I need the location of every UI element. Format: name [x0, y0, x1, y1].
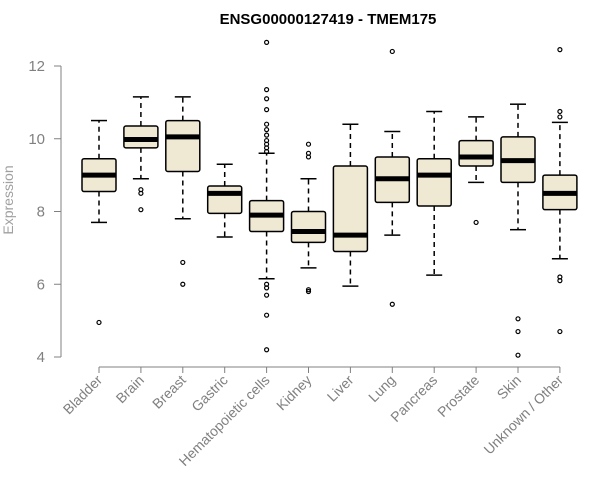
y-tick-label: 10	[28, 131, 45, 148]
box-group-lung	[374, 48, 411, 307]
outlier-point	[264, 148, 270, 155]
boxes	[81, 39, 578, 358]
outlier-point	[180, 281, 186, 287]
x-tick-label: Pancreas	[387, 372, 440, 425]
outlier-point	[264, 107, 270, 113]
y-axis-label: Expression	[0, 165, 16, 234]
y-axis: 4 6 8 10 12	[28, 58, 62, 366]
box-group-prostate	[458, 116, 494, 226]
box-group-kidney	[290, 141, 327, 295]
outlier-point	[264, 132, 270, 138]
x-tick-label: Breast	[149, 372, 189, 412]
outlier-point	[264, 39, 270, 45]
outlier-point	[96, 319, 102, 326]
outlier-point	[557, 328, 563, 335]
x-tick-label: Lung	[365, 372, 398, 405]
box	[416, 158, 452, 207]
box-group-liver	[332, 123, 369, 287]
outlier-point	[264, 347, 270, 353]
outlier-point	[515, 316, 521, 322]
x-tick-label: Brain	[113, 372, 147, 406]
box	[332, 165, 369, 253]
box	[165, 119, 201, 173]
x-tick-label: Kidney	[273, 372, 315, 414]
outlier-point	[138, 207, 144, 213]
box-group-gastric	[206, 163, 243, 238]
y-tick-label: 4	[37, 349, 45, 366]
y-tick-label: 12	[28, 58, 45, 75]
outlier-point	[557, 47, 563, 53]
outlier-point	[515, 328, 521, 335]
outlier-point	[138, 187, 144, 193]
outlier-point	[264, 121, 270, 127]
outlier-point	[557, 114, 563, 120]
outlier-point	[473, 219, 479, 226]
outlier-point	[305, 288, 312, 295]
outlier-point	[389, 301, 395, 307]
x-tick-label: Prostate	[434, 372, 482, 420]
outlier-point	[557, 278, 563, 284]
box	[206, 185, 243, 215]
x-tick-label: Unknown / Other	[480, 372, 566, 458]
x-tick-label: Bladder	[60, 372, 106, 418]
x-tick-label: Skin	[494, 372, 525, 403]
x-tick-label: Liver	[324, 372, 357, 405]
box-group-bladder	[81, 119, 117, 326]
y-tick-label: 6	[37, 276, 45, 293]
y-tick-label: 8	[37, 204, 45, 221]
box-group-hematopoietic-cells	[248, 39, 285, 353]
outlier-point	[305, 141, 312, 147]
outlier-point	[264, 312, 270, 318]
outlier-point	[264, 285, 270, 291]
outlier-point	[264, 87, 270, 93]
box-group-breast	[165, 96, 201, 287]
box-group-brain	[123, 96, 159, 213]
box-group-unknown-other	[542, 47, 578, 335]
outlier-point	[389, 48, 395, 55]
outlier-point	[557, 108, 563, 115]
outlier-point	[180, 259, 186, 266]
chart-title: ENSG00000127419 - TMEM175	[220, 11, 437, 28]
outlier-point	[515, 352, 521, 358]
outlier-point	[264, 127, 270, 133]
outlier-point	[264, 292, 270, 298]
outlier-point	[305, 287, 312, 293]
box	[290, 210, 327, 244]
box	[458, 139, 494, 167]
box-group-skin	[500, 103, 536, 358]
outlier-point	[305, 154, 312, 160]
box-group-pancreas	[416, 110, 452, 276]
box	[123, 125, 159, 149]
outlier-point	[264, 96, 270, 102]
